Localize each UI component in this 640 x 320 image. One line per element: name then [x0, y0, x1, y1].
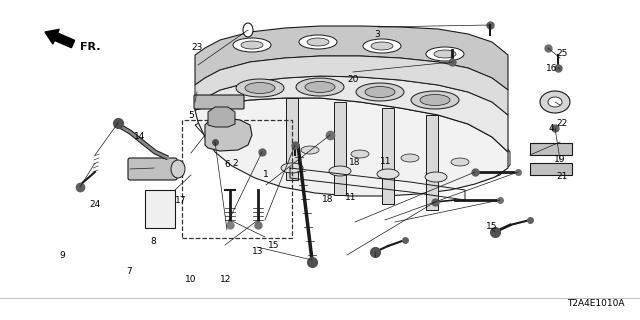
Polygon shape [205, 118, 252, 151]
Polygon shape [195, 26, 508, 90]
Ellipse shape [301, 146, 319, 154]
Bar [286, 98, 298, 180]
Text: 18: 18 [322, 195, 333, 204]
Ellipse shape [377, 169, 399, 179]
Ellipse shape [548, 97, 562, 107]
Text: 23: 23 [191, 43, 203, 52]
Ellipse shape [351, 150, 369, 158]
Bar [334, 102, 346, 195]
Text: 12: 12 [220, 276, 231, 284]
Text: 16: 16 [546, 64, 557, 73]
Text: 5: 5 [188, 111, 193, 120]
FancyArrow shape [45, 29, 75, 48]
Text: 17: 17 [175, 196, 186, 205]
Polygon shape [208, 107, 235, 127]
Text: 18: 18 [349, 158, 361, 167]
Ellipse shape [425, 172, 447, 182]
Text: 8: 8 [151, 237, 156, 246]
Bar [382, 108, 394, 204]
Text: 19: 19 [554, 155, 566, 164]
Ellipse shape [245, 83, 275, 93]
Bar [182, 120, 292, 238]
Bar [426, 115, 438, 210]
Ellipse shape [299, 35, 337, 49]
Text: 11: 11 [380, 157, 391, 166]
Ellipse shape [401, 154, 419, 162]
Text: 10: 10 [185, 275, 196, 284]
Bar [530, 163, 572, 175]
Text: 21: 21 [556, 172, 568, 181]
Polygon shape [195, 76, 508, 152]
Ellipse shape [365, 86, 395, 98]
Ellipse shape [434, 50, 456, 58]
Ellipse shape [451, 158, 469, 166]
Ellipse shape [236, 79, 284, 97]
Ellipse shape [420, 94, 450, 106]
Text: 2: 2 [233, 159, 238, 168]
Polygon shape [195, 95, 510, 192]
Ellipse shape [371, 42, 393, 50]
Ellipse shape [296, 78, 344, 96]
Ellipse shape [426, 47, 464, 61]
Ellipse shape [307, 38, 329, 46]
Ellipse shape [241, 41, 263, 49]
Text: 15: 15 [268, 241, 280, 250]
Polygon shape [195, 98, 508, 196]
Bar [530, 143, 572, 155]
Text: 11: 11 [345, 193, 356, 202]
FancyBboxPatch shape [194, 95, 244, 109]
Text: 14: 14 [134, 132, 145, 140]
Ellipse shape [363, 39, 401, 53]
Text: 3: 3 [375, 30, 380, 39]
Ellipse shape [243, 23, 253, 37]
Text: 1: 1 [263, 170, 268, 179]
Ellipse shape [281, 163, 303, 173]
Text: 7: 7 [127, 267, 132, 276]
Ellipse shape [411, 91, 459, 109]
Bar [145, 190, 175, 228]
Text: 4: 4 [549, 124, 554, 133]
Ellipse shape [233, 38, 271, 52]
FancyBboxPatch shape [128, 158, 177, 180]
Ellipse shape [329, 166, 351, 176]
Text: T2A4E1010A: T2A4E1010A [568, 299, 625, 308]
Ellipse shape [540, 91, 570, 113]
Text: 22: 22 [556, 119, 568, 128]
Text: 20: 20 [348, 75, 359, 84]
Polygon shape [195, 56, 508, 115]
Text: FR.: FR. [80, 42, 100, 52]
Text: 25: 25 [556, 49, 568, 58]
Ellipse shape [305, 82, 335, 92]
Text: 13: 13 [252, 247, 263, 256]
Text: 9: 9 [60, 251, 65, 260]
Ellipse shape [171, 160, 185, 178]
Text: 24: 24 [89, 200, 100, 209]
Ellipse shape [356, 83, 404, 101]
Text: 6: 6 [225, 160, 230, 169]
Text: 15: 15 [486, 222, 497, 231]
